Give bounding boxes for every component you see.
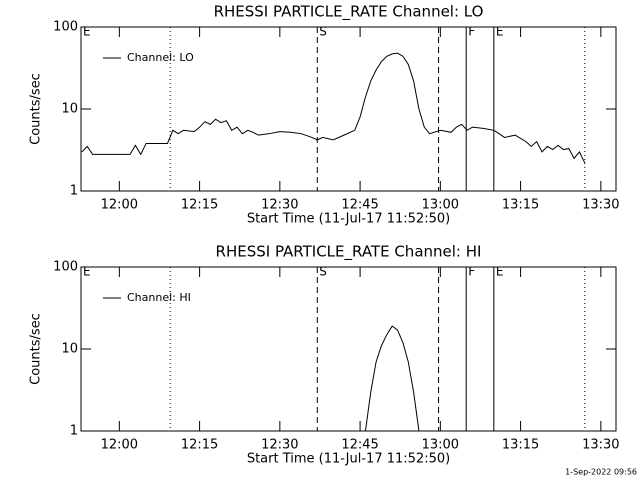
x-tick-label: 13:30 <box>582 198 619 213</box>
x-tick-label: 12:15 <box>181 198 218 213</box>
data-line <box>81 52 586 164</box>
y-tick-label: 10 <box>61 102 78 117</box>
x-axis-label: Start Time (11-Jul-17 11:52:50) <box>247 212 450 227</box>
x-tick-label: 13:30 <box>582 438 619 453</box>
data-line <box>364 325 420 432</box>
marker-label: E <box>496 25 504 39</box>
x-axis-label: Start Time (11-Jul-17 11:52:50) <box>247 452 450 467</box>
x-tick-label: 12:45 <box>341 198 378 213</box>
y-axis-label: Counts/sec <box>29 73 44 145</box>
chart-title: RHESSI PARTICLE_RATE Channel: LO <box>214 3 484 22</box>
x-tick-label: 13:00 <box>422 198 459 213</box>
marker-label: F <box>468 265 475 279</box>
x-tick-label: 12:00 <box>101 438 138 453</box>
marker-label: F <box>468 25 475 39</box>
marker-label: E <box>83 265 91 279</box>
y-tick-label: 10 <box>61 342 78 357</box>
x-tick-label: 12:00 <box>101 198 138 213</box>
footer: 1-Sep-2022 09:56 <box>565 468 637 477</box>
y-axis-label: Counts/sec <box>29 313 44 385</box>
chart-title: RHESSI PARTICLE_RATE Channel: HI <box>216 243 482 262</box>
x-tick-label: 13:15 <box>502 438 539 453</box>
x-tick-label: 12:30 <box>261 198 298 213</box>
x-tick-label: 12:30 <box>261 438 298 453</box>
legend-label: Channel: LO <box>127 51 194 64</box>
marker-label: S <box>319 265 327 279</box>
y-tick-label: 100 <box>53 20 78 35</box>
marker-label: E <box>496 265 504 279</box>
x-tick-label: 13:00 <box>422 438 459 453</box>
y-tick-label: 100 <box>53 260 78 275</box>
marker-label: S <box>319 25 327 39</box>
marker-label: E <box>83 25 91 39</box>
x-tick-label: 12:15 <box>181 438 218 453</box>
y-tick-label: 1 <box>70 184 78 199</box>
x-tick-label: 12:45 <box>341 438 378 453</box>
x-tick-label: 13:15 <box>502 198 539 213</box>
y-tick-label: 1 <box>70 424 78 439</box>
legend-label: Channel: HI <box>127 291 191 304</box>
